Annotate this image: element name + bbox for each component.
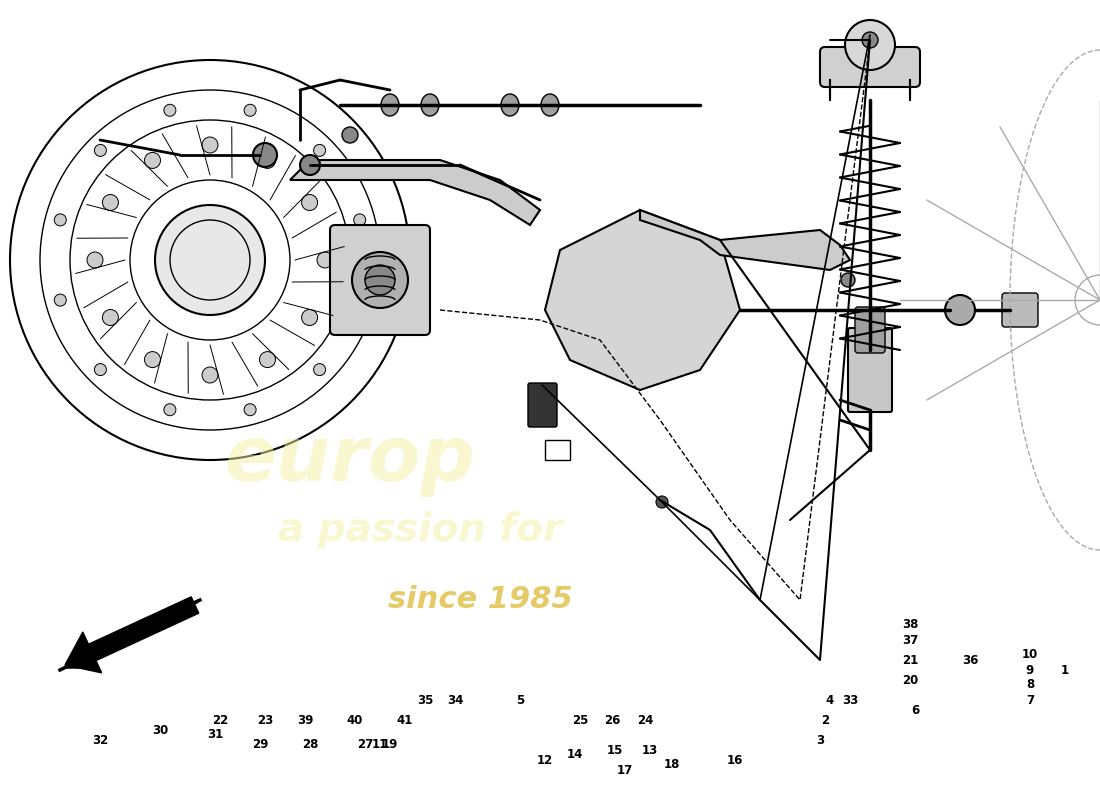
Polygon shape xyxy=(544,210,740,390)
Circle shape xyxy=(253,143,277,167)
Text: 34: 34 xyxy=(447,694,463,706)
Text: 29: 29 xyxy=(252,738,268,751)
Circle shape xyxy=(862,32,878,48)
Circle shape xyxy=(365,265,395,295)
FancyBboxPatch shape xyxy=(855,307,886,353)
FancyBboxPatch shape xyxy=(528,383,557,427)
Text: 13: 13 xyxy=(642,743,658,757)
Text: 15: 15 xyxy=(607,743,624,757)
Circle shape xyxy=(164,104,176,116)
Circle shape xyxy=(354,294,365,306)
Text: 28: 28 xyxy=(301,738,318,751)
Circle shape xyxy=(244,104,256,116)
Circle shape xyxy=(54,294,66,306)
Text: 5: 5 xyxy=(516,694,524,706)
Circle shape xyxy=(95,364,107,376)
Text: 36: 36 xyxy=(961,654,978,666)
Circle shape xyxy=(354,214,365,226)
Circle shape xyxy=(164,404,176,416)
Polygon shape xyxy=(290,160,540,225)
Circle shape xyxy=(301,310,318,326)
Circle shape xyxy=(244,404,256,416)
Circle shape xyxy=(352,252,408,308)
Text: 23: 23 xyxy=(257,714,273,726)
Text: 21: 21 xyxy=(902,654,918,666)
Circle shape xyxy=(945,295,975,325)
Text: since 1985: since 1985 xyxy=(387,586,572,614)
Circle shape xyxy=(300,155,320,175)
FancyBboxPatch shape xyxy=(820,47,920,87)
Text: 1: 1 xyxy=(1060,663,1069,677)
Text: 40: 40 xyxy=(346,714,363,726)
Circle shape xyxy=(202,137,218,153)
Circle shape xyxy=(342,127,358,143)
Circle shape xyxy=(260,153,275,169)
Text: 22: 22 xyxy=(212,714,228,726)
FancyBboxPatch shape xyxy=(848,328,892,412)
Text: 41: 41 xyxy=(397,714,414,726)
Text: 24: 24 xyxy=(637,714,653,726)
Circle shape xyxy=(144,153,161,169)
Text: 39: 39 xyxy=(297,714,313,726)
Text: 2: 2 xyxy=(821,714,829,726)
Circle shape xyxy=(314,144,326,156)
Circle shape xyxy=(845,20,895,70)
Text: 18: 18 xyxy=(663,758,680,771)
Circle shape xyxy=(842,273,855,287)
Text: 20: 20 xyxy=(902,674,918,686)
Text: 11: 11 xyxy=(372,738,388,751)
Text: 17: 17 xyxy=(617,763,634,777)
Text: 25: 25 xyxy=(572,714,588,726)
Text: 26: 26 xyxy=(604,714,620,726)
Text: 38: 38 xyxy=(902,618,918,631)
Circle shape xyxy=(314,364,326,376)
Circle shape xyxy=(102,310,119,326)
Circle shape xyxy=(202,367,218,383)
Circle shape xyxy=(155,205,265,315)
Circle shape xyxy=(656,496,668,508)
Circle shape xyxy=(317,252,333,268)
Text: a passion for: a passion for xyxy=(278,511,562,549)
Text: 14: 14 xyxy=(566,749,583,762)
Text: 3: 3 xyxy=(816,734,824,746)
FancyArrow shape xyxy=(65,597,199,673)
Text: 32: 32 xyxy=(92,734,108,746)
Text: 33: 33 xyxy=(842,694,858,706)
Circle shape xyxy=(144,351,161,367)
FancyBboxPatch shape xyxy=(330,225,430,335)
Circle shape xyxy=(95,144,107,156)
Text: 35: 35 xyxy=(417,694,433,706)
Ellipse shape xyxy=(421,94,439,116)
Text: 7: 7 xyxy=(1026,694,1034,706)
Text: 37: 37 xyxy=(902,634,918,646)
Text: 6: 6 xyxy=(911,703,920,717)
Circle shape xyxy=(54,214,66,226)
Text: europ: europ xyxy=(224,423,475,497)
Ellipse shape xyxy=(381,94,399,116)
Circle shape xyxy=(102,194,119,210)
Text: 16: 16 xyxy=(727,754,744,766)
Circle shape xyxy=(87,252,103,268)
Text: 30: 30 xyxy=(152,723,168,737)
Ellipse shape xyxy=(500,94,519,116)
Text: 27: 27 xyxy=(356,738,373,751)
Text: 19: 19 xyxy=(382,738,398,751)
FancyBboxPatch shape xyxy=(1002,293,1038,327)
Text: 4: 4 xyxy=(826,694,834,706)
Ellipse shape xyxy=(541,94,559,116)
Circle shape xyxy=(301,194,318,210)
Polygon shape xyxy=(640,210,850,270)
Circle shape xyxy=(260,351,275,367)
Text: 31: 31 xyxy=(207,729,223,742)
Text: 10: 10 xyxy=(1022,649,1038,662)
Text: 8: 8 xyxy=(1026,678,1034,691)
Text: 9: 9 xyxy=(1026,663,1034,677)
Text: 12: 12 xyxy=(537,754,553,766)
